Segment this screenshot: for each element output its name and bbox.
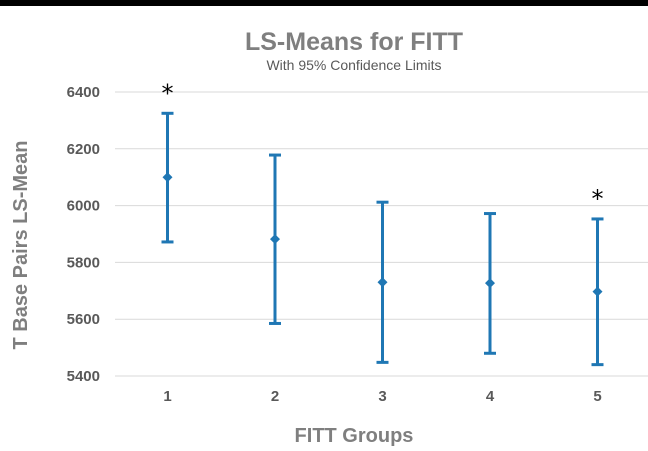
x-tick-label: 1	[163, 388, 171, 405]
y-tick-label: 5600	[67, 311, 100, 328]
x-tick-label: 3	[378, 388, 386, 405]
x-axis-label: FITT Groups	[295, 425, 414, 447]
x-tick-label: 5	[593, 388, 601, 405]
mean-point	[163, 172, 173, 182]
x-tick-label: 2	[271, 388, 279, 405]
y-tick-label: 6000	[67, 198, 100, 215]
y-axis-ticks: 5400 5600 5800 6000 6200 6400	[67, 84, 100, 385]
y-tick-label: 5800	[67, 254, 100, 271]
significance-marker: *	[592, 185, 604, 213]
mean-point	[378, 277, 388, 287]
data-series: **	[162, 79, 604, 364]
y-tick-label: 5400	[67, 368, 100, 385]
x-axis-ticks: 1 2 3 4 5	[163, 388, 601, 405]
y-tick-label: 6200	[67, 141, 100, 158]
x-tick-label: 4	[486, 388, 495, 405]
mean-point	[270, 234, 280, 244]
y-tick-label: 6400	[67, 84, 100, 101]
significance-marker: *	[162, 79, 174, 107]
mean-point	[485, 278, 495, 288]
chart-title: LS-Means for FITT	[245, 28, 463, 56]
top-rule	[0, 0, 648, 6]
mean-point	[593, 287, 603, 297]
chart-subtitle: With 95% Confidence Limits	[266, 57, 441, 73]
y-axis-label: T Base Pairs LS-Mean	[10, 141, 32, 350]
